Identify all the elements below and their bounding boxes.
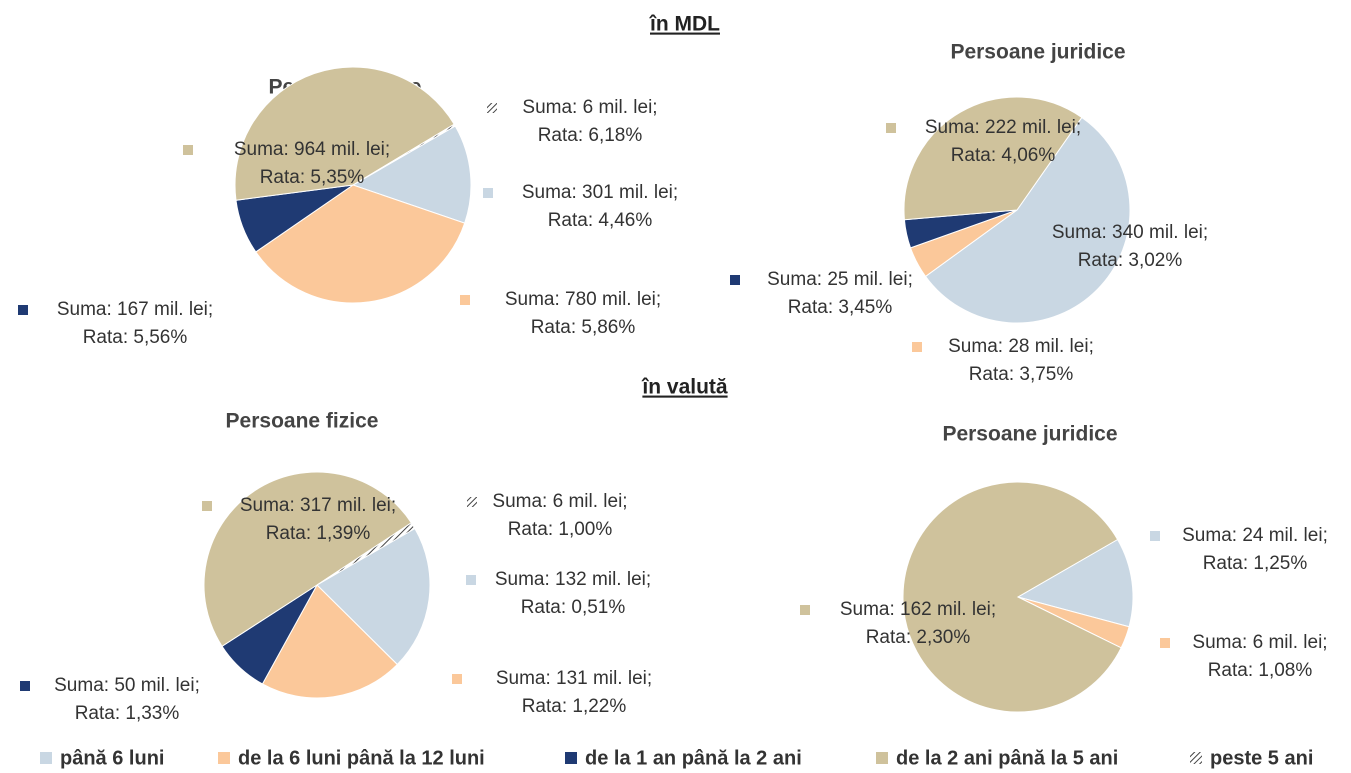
data-label: Suma: 301 mil. lei; [522,182,678,203]
data-label: Suma: 222 mil. lei; [925,117,1081,138]
chart-title: Persoane juridice [942,423,1117,446]
legend-label: până 6 luni [60,747,164,769]
rate-label: Rata: 3,75% [969,364,1074,385]
legend-swatch [565,752,577,764]
label-marker [466,575,476,585]
data-label: Suma: 50 mil. lei; [54,675,200,696]
label-marker [912,342,922,352]
label-marker [483,188,493,198]
data-label: Suma: 167 mil. lei; [57,299,213,320]
rate-label: Rata: 3,02% [1078,250,1183,271]
legend-swatch [876,752,888,764]
label-marker [467,497,477,507]
rate-label: Rata: 5,86% [531,317,636,338]
rate-label: Rata: 1,25% [1203,553,1308,574]
rate-label: Rata: 1,33% [75,703,180,724]
label-marker [18,305,28,315]
data-label: Suma: 6 mil. lei; [1192,632,1327,653]
data-label: Suma: 24 mil. lei; [1182,525,1328,546]
legend-label: de la 1 an până la 2 ani [585,747,802,769]
pie-slice [203,471,413,647]
label-marker [730,275,740,285]
legend-label: peste 5 ani [1210,747,1313,769]
data-label: Suma: 28 mil. lei; [948,336,1094,357]
label-marker [487,103,497,113]
label-marker [800,605,810,615]
legend-swatch [1190,752,1202,764]
data-label: Suma: 131 mil. lei; [496,668,652,689]
pie-slice [351,125,472,224]
rate-label: Rata: 5,56% [83,327,188,348]
rate-label: Rata: 6,18% [538,125,643,146]
data-label: Suma: 964 mil. lei; [234,139,390,160]
pie-slice [261,584,399,699]
pie-slice [902,481,1122,713]
pie-slice [316,522,416,586]
chart-title: Persoane fizice [226,410,379,433]
data-label: Suma: 6 mil. lei; [522,97,657,118]
section-heading: în valută [641,376,728,399]
data-label: Suma: 6 mil. lei; [492,491,627,512]
rate-label: Rata: 5,35% [260,167,365,188]
data-label: Suma: 162 mil. lei; [840,599,996,620]
legend-swatch [40,752,52,764]
data-label: Suma: 340 mil. lei; [1052,222,1208,243]
rate-label: Rata: 3,45% [788,297,893,318]
rate-label: Rata: 4,46% [548,210,653,231]
label-marker [183,145,193,155]
data-label: Suma: 317 mil. lei; [240,495,396,516]
legend-swatch [218,752,230,764]
label-marker [886,123,896,133]
pie-slice [316,527,431,666]
rate-label: Rata: 0,51% [521,597,626,618]
label-marker [1160,638,1170,648]
label-marker [452,674,462,684]
legend-label: de la 2 ani până la 5 ani [896,747,1118,769]
pie-slice [352,123,456,186]
rate-label: Rata: 1,00% [508,519,613,540]
label-marker [1150,531,1160,541]
section-heading: în MDL [649,13,720,36]
data-label: Suma: 25 mil. lei; [767,269,913,290]
data-label: Suma: 132 mil. lei; [495,569,651,590]
label-marker [460,295,470,305]
label-marker [202,501,212,511]
pie-slice [903,96,1083,221]
pie-slice [1016,538,1134,628]
legend-label: de la 6 luni până la 12 luni [238,747,485,769]
rate-label: Rata: 4,06% [951,145,1056,166]
label-marker [20,681,30,691]
chart-title: Persoane juridice [950,41,1125,64]
rate-label: Rata: 2,30% [866,627,971,648]
pie-slice [255,184,466,304]
rate-label: Rata: 1,22% [522,696,627,717]
pie-slice [234,66,455,201]
data-label: Suma: 780 mil. lei; [505,289,661,310]
pie-slice [924,116,1131,324]
rate-label: Rata: 1,39% [266,523,371,544]
rate-label: Rata: 1,08% [1208,660,1313,681]
